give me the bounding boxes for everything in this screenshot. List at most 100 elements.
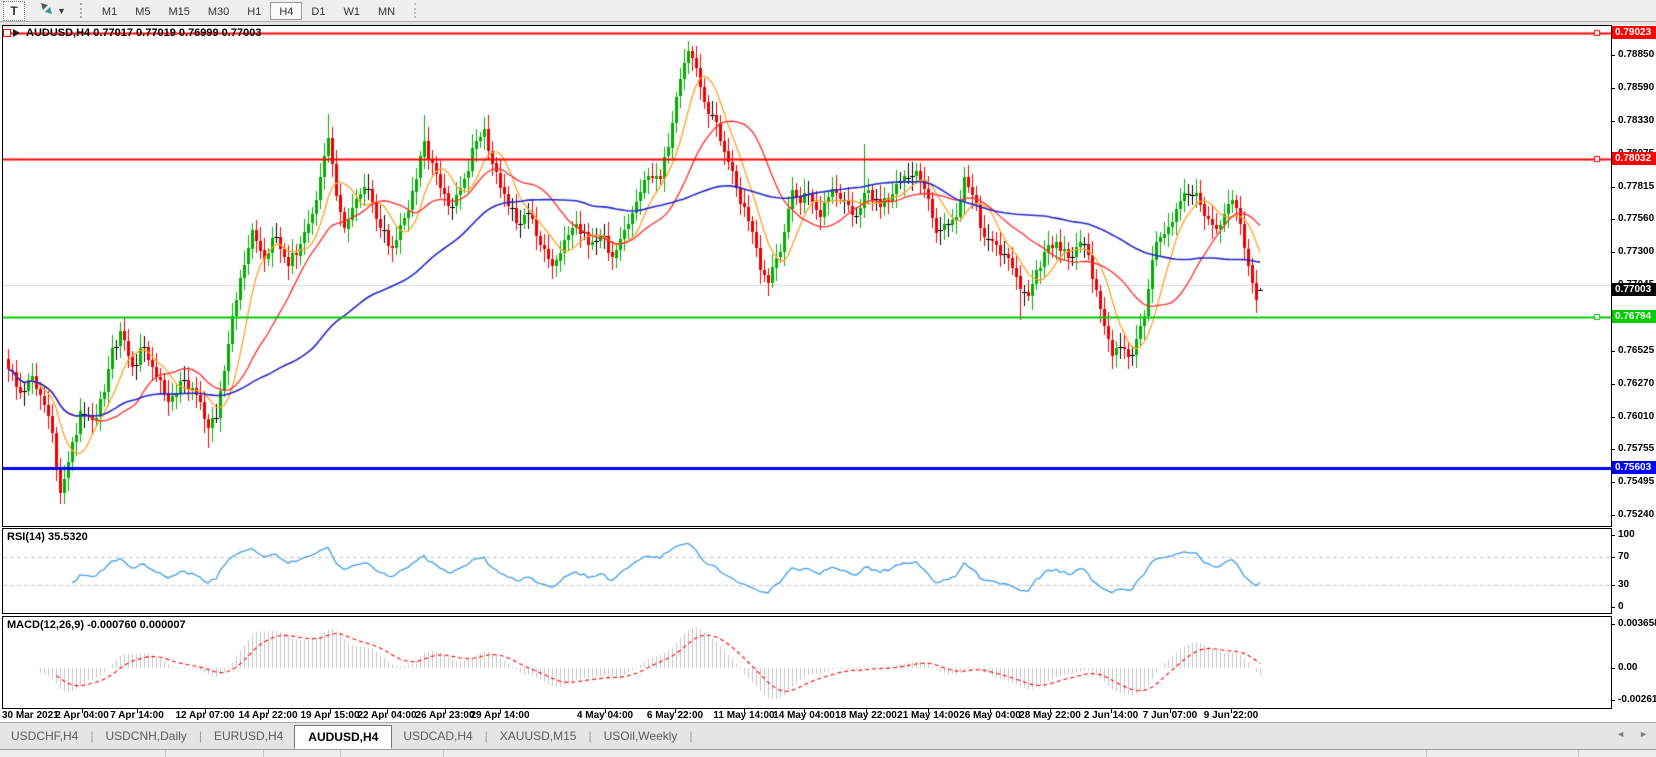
- toolbar: T ▼ M1 M5 M15 M30 H1 H4 D1 W1 MN: [0, 0, 1656, 22]
- time-tick-mark: [500, 709, 501, 713]
- price-tick-label-0.76270: 0.76270: [1618, 378, 1655, 389]
- price-tick-label-0.77560: 0.77560: [1618, 213, 1655, 224]
- time-tick-mark: [268, 709, 269, 713]
- price-tick-mark: [1611, 187, 1615, 188]
- timeframe-button-m30[interactable]: M30: [207, 5, 230, 18]
- price-tick-label-0.77300: 0.77300: [1618, 246, 1655, 257]
- macd-panel: [2, 616, 1612, 709]
- price-tick-mark: [1611, 449, 1615, 450]
- time-tick-mark: [205, 709, 206, 713]
- price-tick-label-0.78590: 0.78590: [1618, 82, 1655, 93]
- tab-separator: |: [198, 729, 202, 743]
- cursor-tool-button[interactable]: ▼: [35, 2, 70, 20]
- time-tick-mark: [445, 709, 446, 713]
- price-tick-label-macd-0.00: 0.00: [1618, 662, 1638, 673]
- price-tick-label-rsi-100: 100: [1618, 529, 1635, 540]
- time-tick-label: 12 Apr 07:00: [175, 710, 235, 721]
- price-badge-0.78032: 0.78032: [1612, 152, 1656, 165]
- macd-indicator-label: MACD(12,26,9) -0.000760 0.000007: [7, 619, 186, 631]
- time-tick-mark: [1231, 709, 1232, 713]
- time-tick-mark: [82, 709, 83, 713]
- time-tick-label: 29 Apr 14:00: [470, 710, 530, 721]
- chart-tab-xauusd[interactable]: XAUUSD,M15: [499, 729, 577, 743]
- timeframe-button-mn[interactable]: MN: [377, 5, 396, 18]
- toolbar-grip: [414, 3, 419, 18]
- chart-tab-usdchf[interactable]: USDCHF,H4: [11, 729, 79, 743]
- time-tick-label: 4 May 04:00: [576, 710, 634, 721]
- price-tick-mark: [1611, 55, 1615, 56]
- timeframe-button-m5[interactable]: M5: [135, 5, 151, 18]
- time-tick-mark: [1170, 709, 1171, 713]
- time-tick-label: 7 Apr 14:00: [110, 710, 164, 721]
- time-tick-mark: [804, 709, 805, 713]
- time-tick-label: 2 Apr 04:00: [55, 710, 109, 721]
- arrows-tool-icon: [39, 1, 54, 21]
- tab-scroll-arrows: ◄ ►: [1616, 727, 1648, 741]
- status-divider: [340, 750, 341, 757]
- timeframe-button-w1[interactable]: W1: [343, 5, 360, 18]
- status-bar: [0, 749, 1656, 757]
- time-tick-mark: [330, 709, 331, 713]
- price-tick-mark: [1611, 482, 1615, 483]
- chart-tab-eurusd[interactable]: EURUSD,H4: [213, 729, 284, 743]
- chart-tab-usoil[interactable]: USOil,Weekly: [603, 729, 678, 743]
- price-tick-mark: [1611, 557, 1615, 558]
- price-tick-mark: [1611, 351, 1615, 352]
- time-tick-label: 26 May 04:00: [959, 710, 1021, 721]
- price-tick-label-macd-0.003658: 0.003658: [1618, 618, 1656, 629]
- price-tick-mark: [1611, 384, 1615, 385]
- time-tick-label: 26 Apr 23:00: [415, 710, 475, 721]
- main-chart-canvas[interactable]: [3, 26, 1611, 526]
- status-divider: [165, 750, 166, 757]
- price-badge-0.77003: 0.77003: [1612, 283, 1656, 296]
- timeframe-button-h1[interactable]: H1: [247, 5, 262, 18]
- tab-separator: |: [588, 729, 592, 743]
- time-tick-mark: [387, 709, 388, 713]
- time-tick-label: 7 Jun 07:00: [1142, 710, 1198, 721]
- timeframe-button-m1[interactable]: M1: [101, 5, 118, 18]
- time-tick-label: 30 Mar 2021: [2, 710, 59, 721]
- tab-separator: |: [484, 729, 488, 743]
- rsi-panel: [2, 528, 1612, 614]
- price-tick-mark: [1611, 700, 1615, 701]
- window-divider: [0, 22, 1656, 25]
- price-tick-label-0.75495: 0.75495: [1618, 476, 1655, 487]
- price-tick-mark: [1611, 88, 1615, 89]
- status-divider: [263, 750, 264, 757]
- tab-scroll-right-icon[interactable]: ►: [1639, 729, 1648, 739]
- price-tick-mark: [1611, 624, 1615, 625]
- price-tick-mark: [1611, 219, 1615, 220]
- time-tick-label: 21 May 14:00: [897, 710, 959, 721]
- text-tool-button[interactable]: T: [3, 0, 25, 21]
- price-tick-label-rsi-70: 70: [1618, 551, 1630, 562]
- price-tick-mark: [1611, 607, 1615, 608]
- time-tick-label: 11 May 14:00: [713, 710, 775, 721]
- price-badge-0.76794: 0.76794: [1612, 310, 1656, 323]
- time-tick-mark: [1111, 709, 1112, 713]
- hline-handle[interactable]: [3, 29, 11, 37]
- price-tick-mark: [1611, 535, 1615, 536]
- chart-tab-usdcnh[interactable]: USDCNH,Daily: [105, 729, 187, 743]
- price-tick-label-0.76525: 0.76525: [1618, 345, 1655, 356]
- time-tick-mark: [1050, 709, 1051, 713]
- timeframe-button-d1[interactable]: D1: [311, 5, 326, 18]
- time-tick-mark: [605, 709, 606, 713]
- time-tick-mark: [866, 709, 867, 713]
- toolbar-grip: [79, 3, 85, 18]
- chart-tab-usdcad[interactable]: USDCAD,H4: [403, 729, 473, 743]
- chart-tab-audusd[interactable]: AUDUSD,H4: [294, 724, 393, 749]
- time-tick-label: 14 May 04:00: [773, 710, 835, 721]
- price-tick-label-0.78850: 0.78850: [1618, 49, 1655, 60]
- timeframe-button-m15[interactable]: M15: [168, 5, 190, 18]
- timeframe-button-h4[interactable]: H4: [270, 1, 303, 20]
- chevron-down-icon: ▼: [57, 5, 66, 16]
- price-tick-label-0.78330: 0.78330: [1618, 115, 1655, 126]
- time-tick-mark: [928, 709, 929, 713]
- status-divider: [443, 750, 444, 757]
- timeframe-buttons: M1 M5 M15 M30 H1 H4 D1 W1 MN: [93, 1, 404, 20]
- tab-scroll-left-icon[interactable]: ◄: [1616, 729, 1626, 739]
- time-tick-mark: [137, 709, 138, 713]
- macd-canvas[interactable]: [3, 617, 1611, 708]
- rsi-canvas[interactable]: [3, 529, 1611, 613]
